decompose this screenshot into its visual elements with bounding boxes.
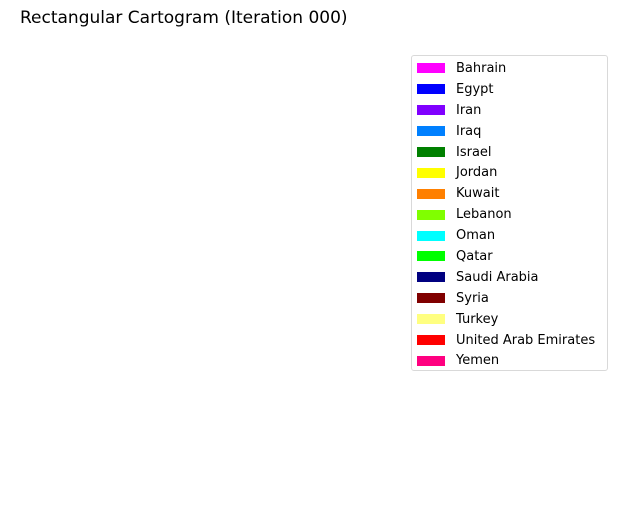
legend-label: Oman bbox=[456, 228, 496, 244]
legend-item: Kuwait bbox=[412, 183, 607, 204]
legend-item: Iraq bbox=[412, 121, 607, 142]
legend-label: United Arab Emirates bbox=[456, 332, 596, 348]
legend-label: Israel bbox=[456, 144, 492, 160]
legend-label: Yemen bbox=[456, 353, 500, 369]
legend-swatch bbox=[417, 147, 445, 157]
legend-label: Lebanon bbox=[456, 207, 512, 223]
legend-item: Syria bbox=[412, 288, 607, 309]
legend-label: Syria bbox=[456, 290, 489, 306]
legend-item: Turkey bbox=[412, 309, 607, 330]
legend-swatch bbox=[417, 188, 445, 199]
legend-swatch bbox=[417, 335, 445, 346]
legend-label: Jordan bbox=[456, 165, 498, 181]
legend-label: Turkey bbox=[456, 311, 499, 327]
legend-swatch bbox=[417, 272, 445, 283]
legend-swatch bbox=[417, 126, 445, 137]
chart-legend: Bahrain Egypt Iran Iraq Israel Jordan Kuwait Le… bbox=[411, 55, 608, 371]
legend-label: Qatar bbox=[456, 248, 493, 264]
legend-label: Kuwait bbox=[456, 186, 500, 202]
legend-swatch bbox=[417, 230, 445, 241]
legend-item: Iran bbox=[412, 100, 607, 121]
legend-item: Jordan bbox=[412, 162, 607, 183]
legend-swatch bbox=[417, 167, 445, 178]
legend-swatch bbox=[417, 63, 445, 74]
legend-swatch bbox=[417, 84, 445, 95]
legend-swatch bbox=[417, 251, 445, 262]
legend-item: Bahrain bbox=[412, 58, 607, 79]
legend-label: Egypt bbox=[456, 81, 494, 97]
legend-swatch bbox=[417, 314, 445, 325]
legend-item: Egypt bbox=[412, 79, 607, 100]
legend-label: Iran bbox=[456, 102, 482, 118]
legend-swatch bbox=[417, 355, 445, 366]
legend-label: Saudi Arabia bbox=[456, 269, 539, 285]
legend-item: Lebanon bbox=[412, 204, 607, 225]
legend-item: United Arab Emirates bbox=[412, 330, 607, 351]
legend-item: Israel bbox=[412, 142, 607, 163]
chart-title: Rectangular Cartogram (Iteration 000) bbox=[20, 8, 348, 28]
legend-swatch bbox=[417, 209, 445, 220]
legend-item: Saudi Arabia bbox=[412, 267, 607, 288]
legend-item: Qatar bbox=[412, 246, 607, 267]
legend-swatch bbox=[417, 293, 445, 304]
legend-item: Oman bbox=[412, 225, 607, 246]
legend-item: Yemen bbox=[412, 350, 607, 371]
legend-label: Iraq bbox=[456, 123, 482, 139]
legend-swatch bbox=[417, 105, 445, 116]
legend-label: Bahrain bbox=[456, 60, 507, 76]
